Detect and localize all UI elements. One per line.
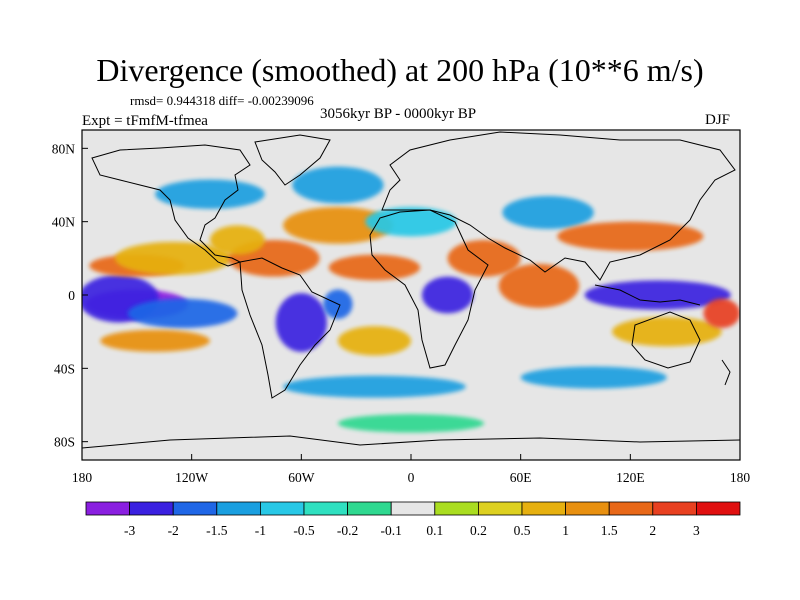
x-tick-label-2: 60W <box>288 470 315 485</box>
y-tick-label-2: 0 <box>68 288 75 303</box>
colorbar-swatch-5 <box>303 501 348 516</box>
field-patch-26 <box>337 326 412 356</box>
colorbar-swatch-13 <box>652 501 697 516</box>
north-america-coast <box>91 144 251 267</box>
colorbar-label-8: 0.2 <box>470 523 487 538</box>
field-patch-4 <box>114 241 232 275</box>
colorbar-swatch-3 <box>216 501 261 516</box>
field-patch-12 <box>292 166 384 204</box>
colorbar-label-13: 3 <box>693 523 700 538</box>
field-patch-14 <box>421 276 474 314</box>
field-patch-19 <box>584 280 731 310</box>
colorbar-label-0: -3 <box>124 523 135 538</box>
x-tick-label-5: 120E <box>616 470 645 485</box>
field-patch-11 <box>283 207 393 244</box>
colorbar-swatch-2 <box>172 501 218 516</box>
colorbar-swatch-1 <box>129 501 174 516</box>
colorbar-swatch-6 <box>347 501 392 516</box>
period-label: 3056kyr BP - 0000kyr BP <box>320 106 477 122</box>
coastlines <box>82 131 740 449</box>
colorbar-swatch-7 <box>390 501 436 516</box>
field-patch-23 <box>520 366 667 389</box>
eurasia-coast <box>381 131 736 281</box>
experiment-label: Expt = tFmfM-tfmea <box>82 113 208 129</box>
field-patch-18 <box>502 196 594 229</box>
colorbar-swatch-8 <box>434 501 479 516</box>
y-tick-label-1: 40N <box>52 215 76 230</box>
y-axis: 80N 40N 0 40S 80S <box>52 141 88 450</box>
colorbar-label-10: 1 <box>562 523 569 538</box>
south-america-coast <box>239 257 341 399</box>
new-zealand-coast <box>721 359 731 386</box>
colorbar-swatch-9 <box>477 501 523 516</box>
colorbar-label-5: -0.2 <box>337 523 358 538</box>
colorbar-label-2: -1.5 <box>206 523 228 538</box>
colorbar-label-9: 0.5 <box>514 523 531 538</box>
y-tick-label-4: 80S <box>54 435 75 450</box>
field-patch-13 <box>328 254 421 281</box>
colorbar-label-3: -1 <box>255 523 266 538</box>
colorbar: -3 -2 -1.5 -1 -0.5 -0.2 -0.1 0.1 0.2 0.5 1 1.5 2 3 <box>85 501 741 538</box>
field-patch-16 <box>447 240 521 277</box>
divergence-field <box>82 166 740 433</box>
field-patch-20 <box>557 221 704 251</box>
colorbar-swatch-0 <box>85 501 130 516</box>
colorbar-label-4: -0.5 <box>293 523 315 538</box>
colorbar-swatch-11 <box>565 501 610 516</box>
colorbar-label-6: -0.1 <box>381 523 402 538</box>
field-patch-22 <box>703 298 740 329</box>
field-patch-21 <box>612 317 722 347</box>
greenland-coast <box>254 134 331 186</box>
colorbar-label-11: 1.5 <box>601 523 618 538</box>
colorbar-swatch-10 <box>521 501 566 516</box>
field-patch-15 <box>365 207 457 237</box>
stats-line: rmsd= 0.944318 diff= -0.00239096 <box>130 93 314 108</box>
australia-coast <box>631 311 701 369</box>
colorbar-swatch-14 <box>696 501 741 516</box>
x-tick-label-6: 180 <box>730 470 751 485</box>
x-tick-label-1: 120W <box>175 470 208 485</box>
field-patch-17 <box>498 263 580 308</box>
colorbar-swatch-12 <box>608 501 654 516</box>
x-axis: 180 120W 60W 0 60E 120E 180 <box>72 454 751 485</box>
x-tick-label-3: 0 <box>408 470 415 485</box>
figure-title: Divergence (smoothed) at 200 hPa (10**6 … <box>96 52 704 88</box>
colorbar-label-12: 2 <box>649 523 656 538</box>
x-tick-label-0: 180 <box>72 470 93 485</box>
africa-coast <box>369 209 489 369</box>
field-patch-6 <box>275 293 327 352</box>
field-patch-24 <box>283 375 466 398</box>
colorbar-label-1: -2 <box>168 523 179 538</box>
field-patch-5 <box>100 329 210 352</box>
indonesia-coast <box>594 284 701 306</box>
y-tick-label-0: 80N <box>52 141 76 156</box>
colorbar-swatch-4 <box>259 501 305 516</box>
x-tick-label-4: 60E <box>510 470 532 485</box>
y-tick-label-3: 40S <box>54 361 75 376</box>
antarctica-coast <box>82 435 740 449</box>
field-patch-9 <box>209 225 265 255</box>
field-patch-2 <box>127 298 238 329</box>
field-patch-25 <box>337 414 485 433</box>
season-label: DJF <box>705 112 731 128</box>
colorbar-label-7: 0.1 <box>426 523 443 538</box>
